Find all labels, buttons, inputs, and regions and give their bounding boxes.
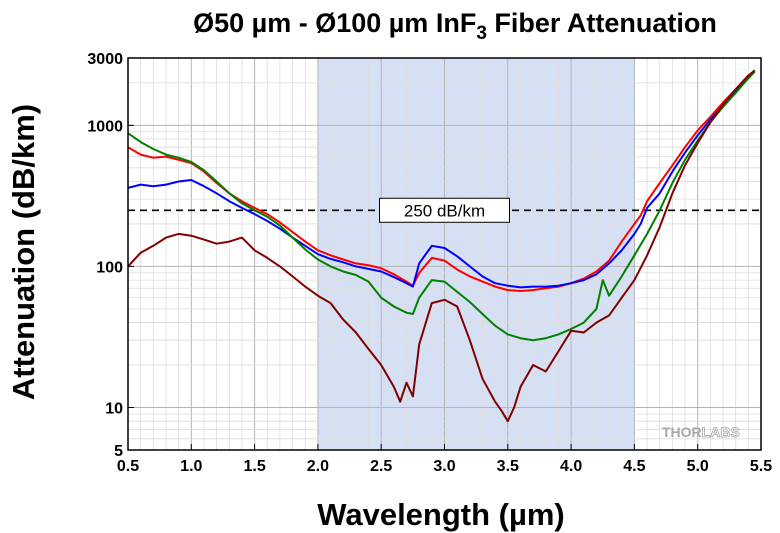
chart-title-rest: Fiber Attenuation <box>487 8 717 38</box>
y-tick-label: 1000 <box>87 118 123 135</box>
y-tick-label: 5 <box>114 443 123 460</box>
series-line-4 <box>127 69 756 423</box>
grid-lines <box>128 58 761 450</box>
y-tick-label: 100 <box>96 259 123 276</box>
series-line-2 <box>127 69 756 289</box>
chart-title-subscript: 3 <box>476 23 487 44</box>
x-tick-label: 4.5 <box>623 458 645 475</box>
x-tick-labels: 0.5 1.0 1.5 2.0 2.5 3.0 3.5 4.0 4.5 5.0 5.5 <box>117 444 772 475</box>
series-line-3 <box>127 71 756 342</box>
y-tick-label: 3000 <box>87 51 123 68</box>
x-tick-label: 0.5 <box>117 458 139 475</box>
y-tick-label: 10 <box>105 401 123 418</box>
chart-title: Ø50 µm - Ø100 µm InF3 Fiber Attenuation <box>193 8 717 44</box>
x-tick-label: 5.5 <box>750 458 772 475</box>
x-tick-label: 2.5 <box>370 458 392 475</box>
series-line-1 <box>127 70 756 292</box>
y-axis-label: Attenuation (dB/km) <box>6 104 41 400</box>
chart-title-main: Ø50 µm - Ø100 µm InF <box>193 8 476 38</box>
y-tick-labels: 5 10 100 1000 3000 <box>87 51 134 460</box>
reference-line-group: 250 dB/km <box>128 197 761 223</box>
thorlabs-watermark: THORLABS <box>662 424 740 441</box>
x-tick-label: 1.0 <box>180 458 202 475</box>
x-tick-label: 4.0 <box>560 458 582 475</box>
x-tick-label: 5.0 <box>687 458 709 475</box>
x-tick-label: 2.0 <box>307 458 329 475</box>
series-group <box>127 69 756 423</box>
watermark-thor: THOR <box>662 424 702 440</box>
shaded-region <box>317 58 635 450</box>
x-axis-label: Wavelength (µm) <box>317 497 565 532</box>
x-tick-label: 3.5 <box>497 458 519 475</box>
reference-label: 250 dB/km <box>404 201 485 220</box>
svg-text:THORLABS: THORLABS <box>662 424 740 440</box>
reference-label-box <box>379 197 510 223</box>
watermark-labs: LABS <box>702 424 740 440</box>
shaded-region-rect <box>317 58 635 450</box>
x-tick-label: 1.5 <box>243 458 265 475</box>
x-tick-label: 3.0 <box>433 458 455 475</box>
